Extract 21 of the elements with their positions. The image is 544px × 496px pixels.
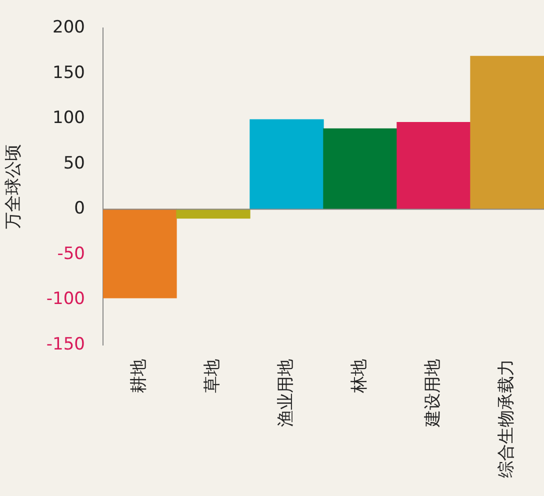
x-tick-label: 耕地 — [129, 359, 150, 393]
y-axis-title: 万全球公顷 — [4, 144, 24, 230]
y-tick-label: -150 — [46, 334, 85, 354]
bar — [396, 122, 471, 210]
y-tick-label: 200 — [52, 18, 85, 38]
x-tick-label: 草地 — [202, 359, 223, 393]
y-tick-label: 50 — [63, 153, 85, 174]
x-tick-label: 建设用地 — [423, 359, 444, 428]
x-tick-label: 林地 — [350, 359, 370, 394]
y-tick-label: 100 — [52, 108, 85, 128]
bar — [250, 119, 324, 210]
x-tick-label: 渔业用地 — [276, 359, 296, 427]
bar — [470, 56, 544, 210]
y-tick-label: -100 — [46, 289, 85, 310]
y-tick-label: -50 — [57, 244, 85, 264]
y-tick-label: 150 — [52, 62, 85, 83]
x-tick-label: 综合生物承载力 — [496, 359, 517, 478]
bar — [102, 208, 177, 298]
bar — [323, 128, 398, 210]
y-tick-label: 0 — [74, 198, 85, 219]
bar — [176, 208, 250, 219]
